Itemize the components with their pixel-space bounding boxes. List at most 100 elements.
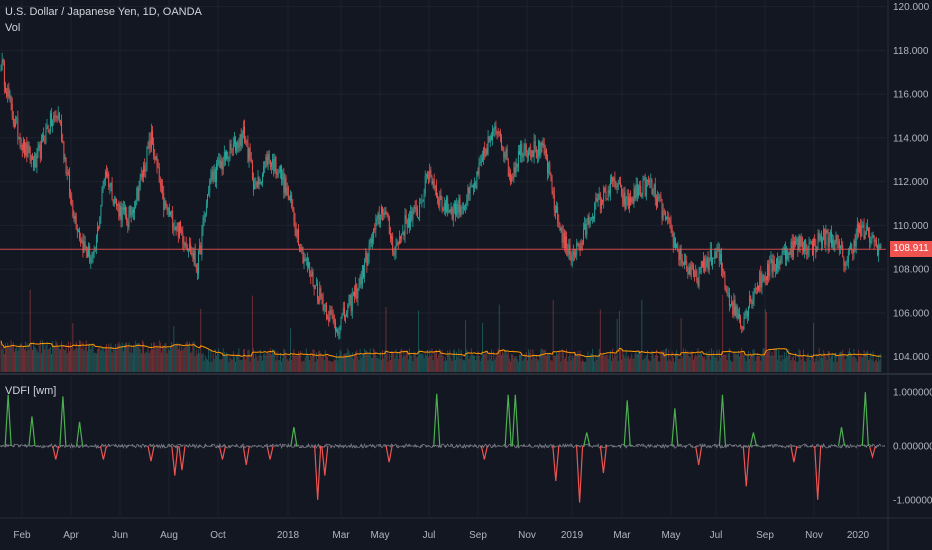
volume-bar: [710, 348, 712, 372]
candle-body: [548, 163, 550, 174]
volume-bar: [579, 350, 581, 372]
volume-bar: [39, 340, 41, 372]
candle-body: [825, 229, 827, 245]
candle-body: [356, 284, 358, 299]
volume-bar: [558, 352, 560, 372]
volume-bar: [832, 352, 834, 372]
candle-body: [523, 149, 525, 155]
candle-body: [474, 182, 476, 188]
volume-bar: [483, 353, 485, 372]
candle-body: [493, 129, 495, 131]
volume-bar: [448, 353, 450, 372]
candle-body: [634, 188, 636, 199]
volume-bar: [300, 350, 302, 372]
candle-body: [46, 126, 48, 128]
indicator-spike: [583, 432, 591, 447]
volume-bar: [146, 352, 148, 372]
candle-body: [287, 187, 289, 200]
volume-bar: [126, 342, 128, 372]
volume-bar: [524, 354, 526, 372]
volume-bar: [664, 349, 666, 372]
volume-bar: [44, 349, 46, 372]
candle-body: [100, 205, 102, 217]
candle-body: [384, 211, 386, 216]
candle-body: [460, 207, 462, 215]
volume-bar: [490, 349, 492, 372]
candle-body: [590, 217, 592, 221]
volume-bar: [228, 361, 230, 372]
candle-body: [746, 311, 748, 317]
volume-bar: [802, 349, 804, 372]
candle-body: [99, 216, 101, 228]
volume-bar: [177, 348, 179, 372]
candle-body: [730, 304, 731, 306]
volume-bar: [660, 350, 662, 372]
candle-body: [351, 295, 353, 312]
candle-body: [718, 248, 720, 261]
candle-body: [626, 196, 628, 199]
candle-body: [26, 142, 28, 158]
volume-bar: [680, 318, 682, 372]
candle-body: [507, 160, 509, 177]
volume-bar: [880, 353, 882, 372]
volume-bar: [632, 358, 634, 372]
indicator-spike: [599, 445, 608, 473]
volume-bar: [563, 359, 565, 372]
volume-bar: [257, 360, 259, 372]
candle-body: [253, 180, 254, 190]
candle-body: [538, 141, 540, 157]
candle-body: [879, 245, 881, 249]
volume-bar: [65, 344, 67, 372]
candle-body: [847, 251, 849, 263]
volume-bar: [306, 353, 308, 372]
x-tick-label: Feb: [13, 530, 31, 541]
volume-bar: [64, 350, 66, 372]
candle-body: [490, 135, 492, 141]
candle-body: [461, 206, 463, 208]
volume-bar: [139, 349, 141, 372]
volume-bar: [831, 355, 832, 372]
candle-body: [823, 229, 825, 240]
volume-bar: [487, 360, 489, 372]
candle-body: [67, 171, 69, 175]
candle-body: [614, 178, 616, 187]
candle-body: [672, 233, 674, 248]
volume-bar: [118, 341, 120, 372]
volume-bar: [541, 348, 543, 372]
candle-body: [418, 217, 419, 219]
candle-body: [790, 241, 792, 255]
candle-body: [54, 115, 56, 117]
candle-body: [497, 132, 499, 134]
volume-bar: [575, 354, 577, 372]
volume-bar: [220, 359, 222, 372]
candle-body: [814, 238, 816, 246]
candle-body: [691, 264, 693, 267]
volume-bar: [596, 359, 598, 372]
volume-bar: [63, 349, 65, 372]
volume-bar: [746, 355, 748, 372]
volume-bar: [102, 348, 104, 372]
candle-body: [451, 207, 453, 220]
volume-bar: [659, 361, 661, 372]
candle-body: [397, 242, 399, 245]
volume-bar: [485, 350, 487, 372]
volume-bar: [566, 348, 568, 372]
candle-body: [153, 144, 155, 154]
volume-bar: [466, 349, 468, 372]
candle-body: [296, 229, 298, 237]
volume-bar: [233, 357, 235, 372]
volume-bar: [256, 356, 258, 372]
candle-body: [83, 241, 85, 253]
volume-bar: [728, 348, 730, 372]
candle-body: [294, 219, 296, 229]
candle-body: [192, 252, 194, 260]
volume-bar: [225, 354, 226, 372]
volume-bar: [305, 348, 307, 372]
candle-body: [579, 247, 581, 251]
volume-bar: [204, 355, 206, 372]
volume-bar: [565, 357, 566, 372]
volume-bar: [460, 349, 462, 372]
candle-body: [213, 169, 215, 180]
candle-body: [855, 235, 857, 247]
volume-bar: [486, 351, 488, 372]
